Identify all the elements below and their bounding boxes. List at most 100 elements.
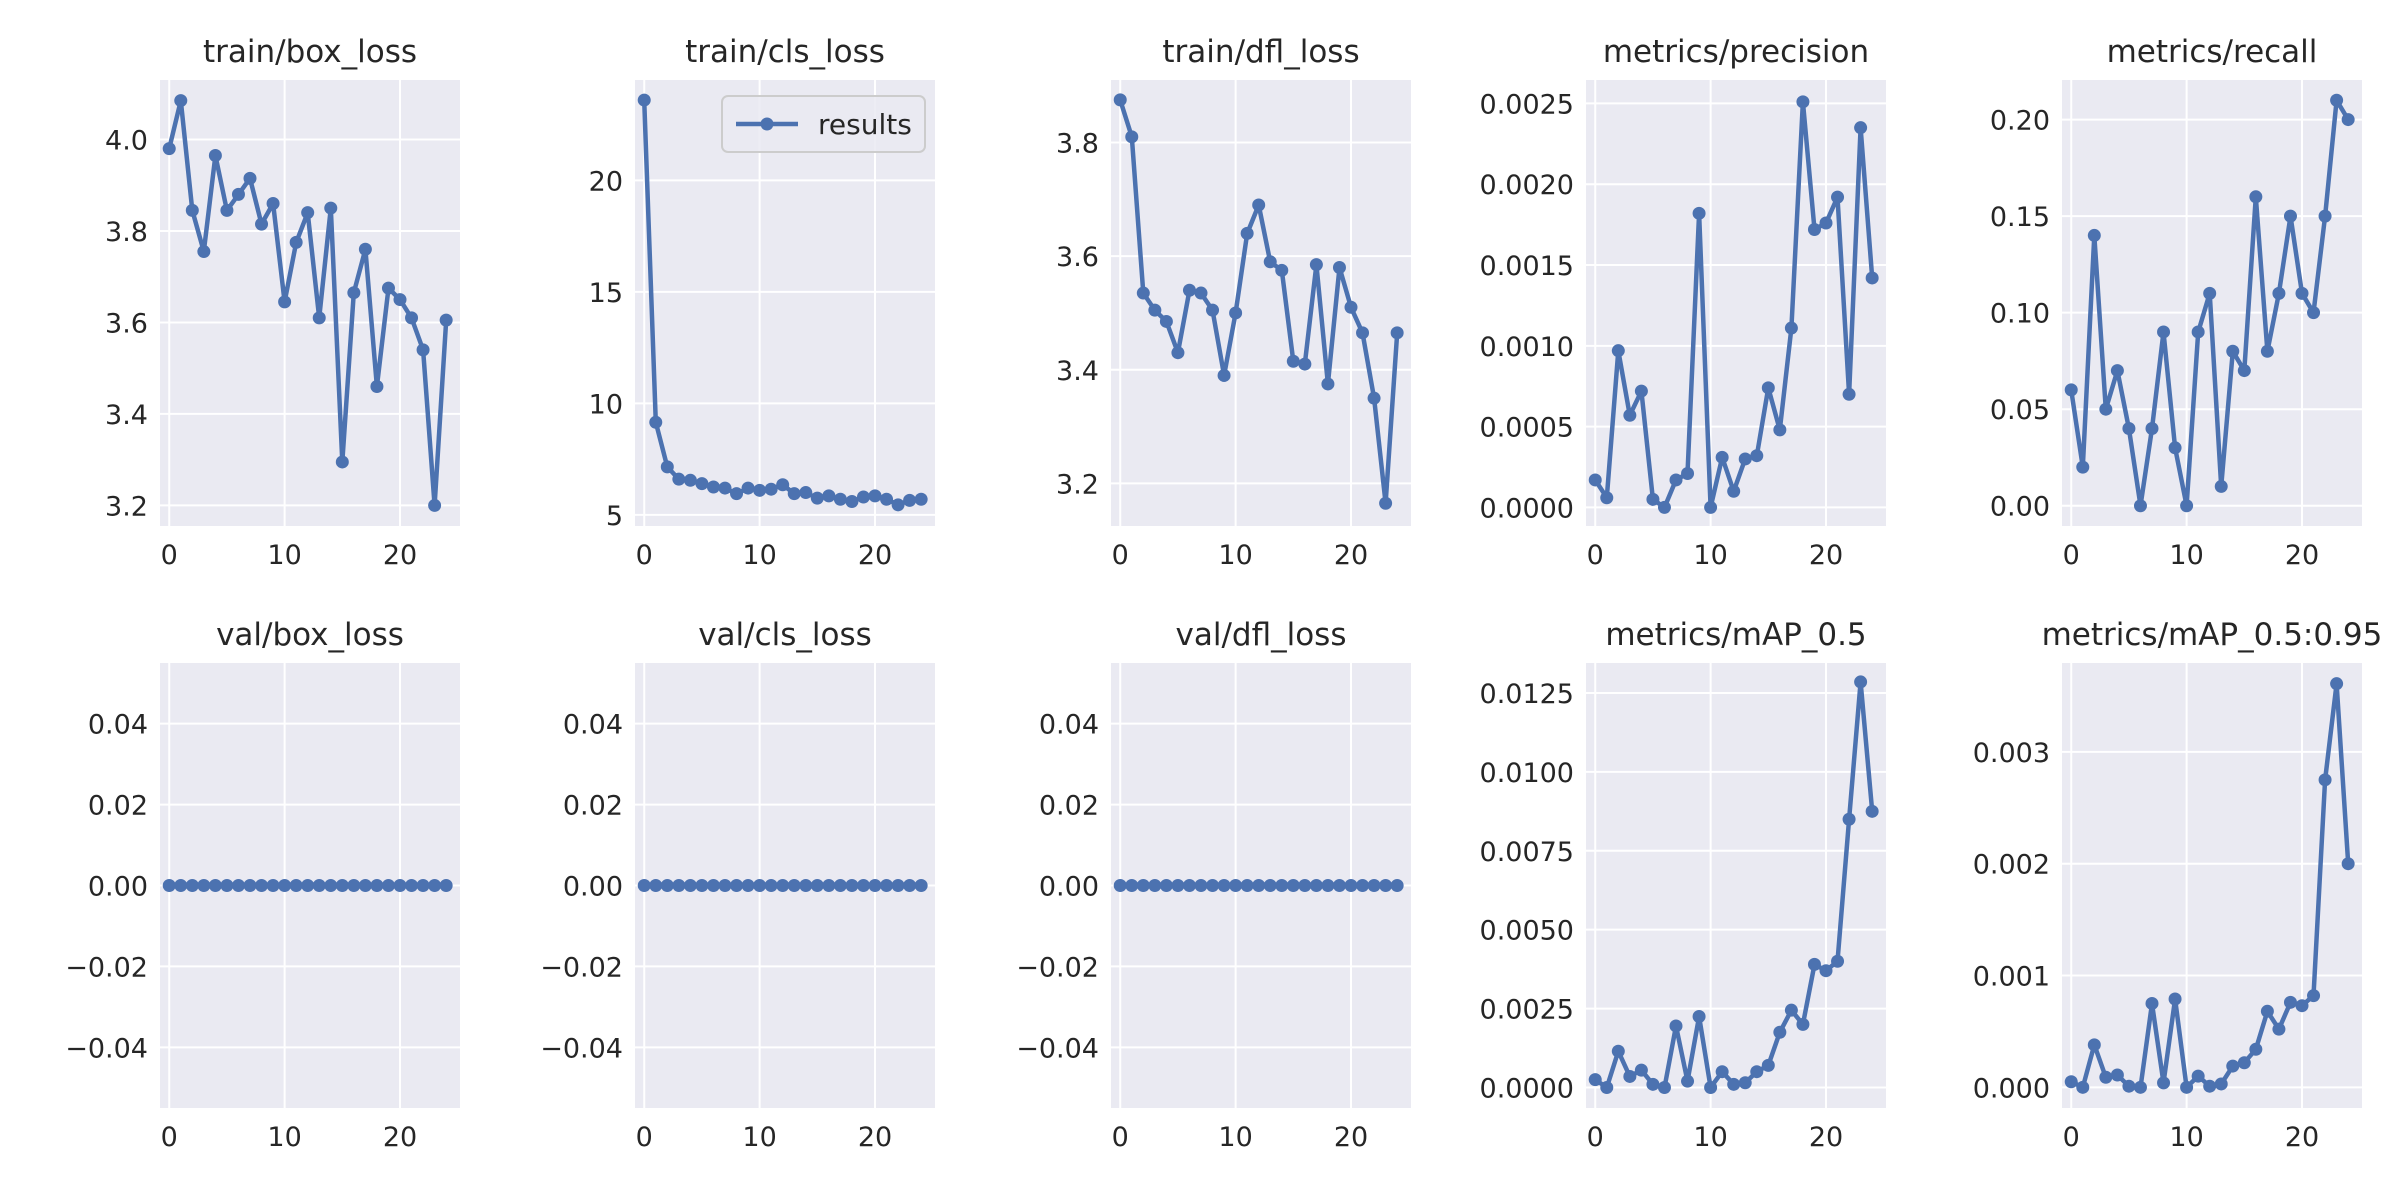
data-point bbox=[856, 879, 870, 892]
data-point bbox=[695, 477, 709, 491]
x-tick-label: 10 bbox=[2169, 1122, 2203, 1153]
data-point bbox=[2260, 1004, 2274, 1018]
y-tick-label: 0.001 bbox=[1973, 962, 2050, 993]
data-point bbox=[2145, 421, 2159, 435]
data-point bbox=[358, 242, 372, 256]
data-point bbox=[1854, 121, 1868, 135]
data-point bbox=[730, 879, 744, 892]
data-point bbox=[660, 460, 674, 474]
data-point bbox=[2168, 992, 2182, 1006]
data-point bbox=[706, 480, 720, 494]
x-tick-label: 20 bbox=[1809, 1122, 1843, 1153]
data-point bbox=[1367, 391, 1381, 405]
y-tick-label: 0.00 bbox=[563, 872, 623, 903]
data-point bbox=[2191, 1069, 2205, 1083]
data-point bbox=[2272, 1022, 2286, 1036]
subplot-title: train/cls_loss bbox=[685, 34, 885, 70]
data-point bbox=[787, 487, 801, 501]
data-point bbox=[324, 201, 338, 215]
y-tick-label: 3.6 bbox=[1056, 242, 1099, 273]
data-point bbox=[2122, 421, 2136, 435]
data-point bbox=[1356, 879, 1370, 892]
x-tick-label: 20 bbox=[858, 540, 892, 571]
data-point bbox=[1125, 879, 1139, 892]
y-tick-label: 0.0005 bbox=[1480, 413, 1574, 444]
data-point bbox=[718, 481, 732, 495]
data-point bbox=[2214, 479, 2228, 493]
data-point bbox=[255, 217, 269, 231]
data-point bbox=[787, 879, 801, 892]
data-point bbox=[1229, 879, 1243, 892]
data-point bbox=[1275, 879, 1289, 892]
x-tick-label: 10 bbox=[1218, 1122, 1252, 1153]
data-point bbox=[1865, 804, 1879, 818]
data-point bbox=[914, 879, 928, 892]
data-point bbox=[162, 142, 176, 156]
y-tick-label: 5 bbox=[606, 501, 623, 532]
data-point bbox=[1136, 286, 1150, 300]
y-tick-label: 0.15 bbox=[1990, 202, 2050, 233]
y-tick-label: 3.2 bbox=[105, 491, 148, 522]
subplot-9: 0 10 20 0.0000 0.0025 0.0050 0.0075 0.0100 0.012… bbox=[1480, 617, 1886, 1153]
subplot-title: train/dfl_loss bbox=[1162, 34, 1359, 70]
data-point bbox=[672, 472, 686, 486]
data-point bbox=[1379, 879, 1393, 892]
data-point bbox=[2064, 383, 2078, 397]
data-point bbox=[197, 879, 211, 892]
y-tick-label: −0.02 bbox=[65, 952, 148, 983]
data-point bbox=[637, 93, 651, 107]
y-tick-label: 0.0075 bbox=[1480, 837, 1574, 868]
subplot-title: val/cls_loss bbox=[698, 617, 872, 653]
y-tick-label: 0.05 bbox=[1990, 395, 2050, 426]
x-tick-label: 0 bbox=[1587, 1122, 1604, 1153]
data-point bbox=[1171, 879, 1185, 892]
data-point bbox=[1321, 377, 1335, 391]
data-point bbox=[2122, 1079, 2136, 1093]
data-point bbox=[649, 879, 663, 892]
data-point bbox=[1275, 263, 1289, 277]
legend: results bbox=[721, 95, 926, 153]
data-point bbox=[2295, 286, 2309, 300]
subplot-title: metrics/mAP_0.5 bbox=[1605, 617, 1866, 653]
data-point bbox=[208, 879, 222, 892]
legend-label: results bbox=[818, 108, 912, 141]
data-point bbox=[2157, 1076, 2171, 1090]
x-tick-label: 10 bbox=[1693, 1122, 1727, 1153]
data-point bbox=[335, 455, 349, 469]
data-point bbox=[174, 879, 188, 892]
data-point bbox=[1646, 1077, 1660, 1091]
data-point bbox=[2191, 325, 2205, 339]
data-point bbox=[2249, 190, 2263, 204]
y-tick-label: 0.0000 bbox=[1480, 1073, 1574, 1104]
x-tick-label: 10 bbox=[742, 1122, 776, 1153]
subplot-title: train/box_loss bbox=[203, 34, 417, 70]
data-point bbox=[231, 879, 245, 892]
data-point bbox=[347, 879, 361, 892]
data-point bbox=[1252, 198, 1266, 212]
data-point bbox=[370, 379, 384, 393]
data-point bbox=[1611, 344, 1625, 358]
data-point bbox=[2330, 677, 2344, 691]
data-point bbox=[753, 879, 767, 892]
x-tick-label: 0 bbox=[1587, 540, 1604, 571]
data-point bbox=[220, 203, 234, 217]
subplot-4: 0 10 20 0.0000 0.0005 0.0010 0.0015 0.0020 0.002… bbox=[1480, 34, 1886, 571]
data-point bbox=[822, 489, 836, 503]
data-point bbox=[1182, 879, 1196, 892]
data-point bbox=[185, 203, 199, 217]
data-point bbox=[393, 293, 407, 307]
data-point bbox=[1588, 1073, 1602, 1087]
data-point bbox=[2168, 441, 2182, 455]
data-point bbox=[1367, 879, 1381, 892]
data-point bbox=[266, 879, 280, 892]
data-point bbox=[1796, 1017, 1810, 1031]
data-point bbox=[1727, 484, 1741, 498]
subplot-6: 0 10 20 −0.04 −0.02 0.00 0.02 0.04 val/box_loss bbox=[65, 617, 460, 1153]
data-point bbox=[2283, 995, 2297, 1009]
data-point bbox=[1332, 879, 1346, 892]
data-point bbox=[2133, 499, 2147, 513]
data-point bbox=[1217, 879, 1231, 892]
subplot-title: metrics/recall bbox=[2107, 34, 2318, 70]
data-point bbox=[335, 879, 349, 892]
y-tick-label: 10 bbox=[589, 389, 623, 420]
